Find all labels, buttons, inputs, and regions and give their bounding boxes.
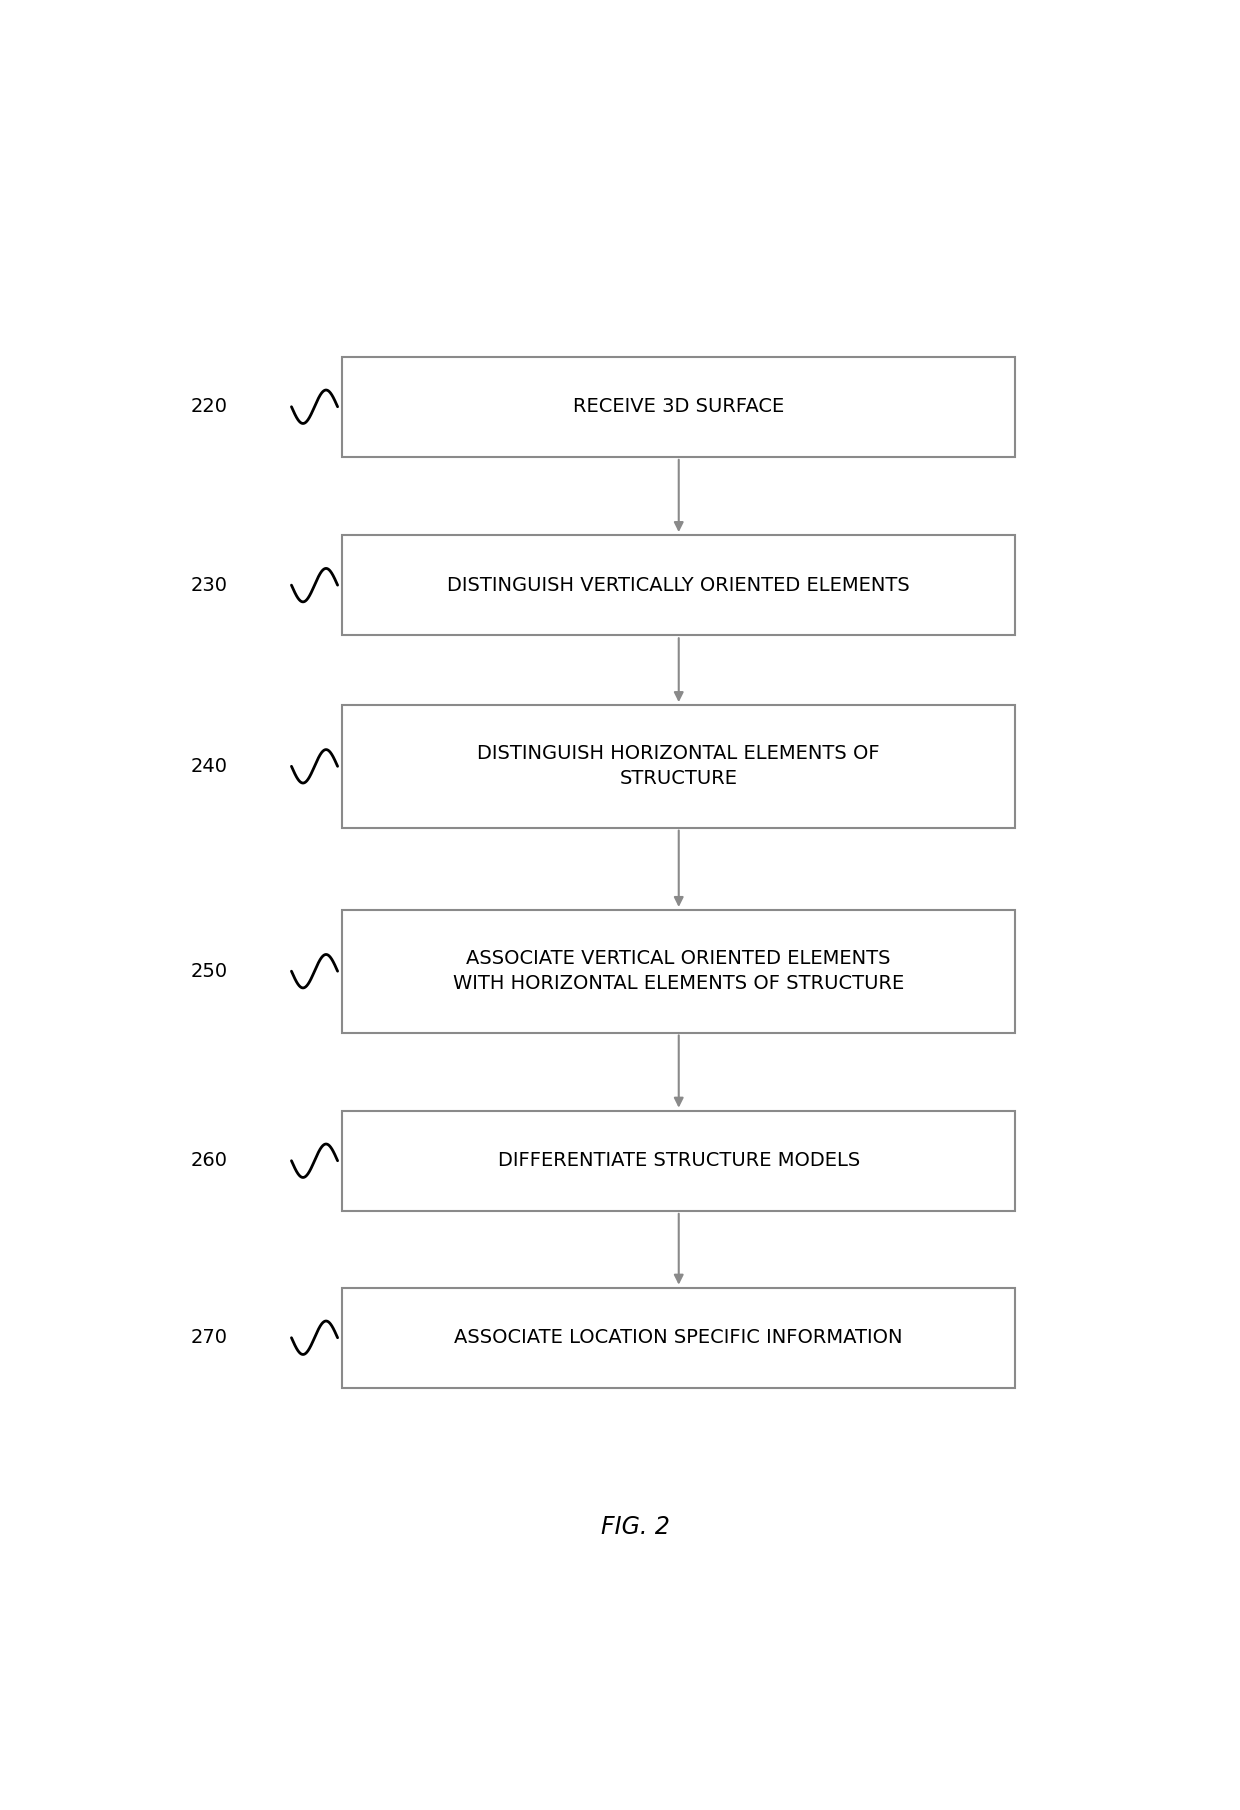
Bar (342, 536, 1016, 635)
Bar (342, 357, 1016, 456)
Text: FIG. 2: FIG. 2 (601, 1515, 670, 1538)
Text: 260: 260 (191, 1151, 228, 1171)
Text: 250: 250 (191, 961, 228, 981)
Text: 220: 220 (191, 396, 228, 416)
Bar (342, 910, 1016, 1032)
Bar (342, 1287, 1016, 1388)
Text: DISTINGUISH VERTICALLY ORIENTED ELEMENTS: DISTINGUISH VERTICALLY ORIENTED ELEMENTS (448, 576, 910, 595)
Bar (342, 704, 1016, 827)
Text: ASSOCIATE LOCATION SPECIFIC INFORMATION: ASSOCIATE LOCATION SPECIFIC INFORMATION (455, 1329, 903, 1347)
Bar (342, 1111, 1016, 1211)
Text: 240: 240 (191, 757, 228, 776)
Text: ASSOCIATE VERTICAL ORIENTED ELEMENTS
WITH HORIZONTAL ELEMENTS OF STRUCTURE: ASSOCIATE VERTICAL ORIENTED ELEMENTS WIT… (453, 948, 904, 994)
Text: RECEIVE 3D SURFACE: RECEIVE 3D SURFACE (573, 396, 785, 416)
Text: DIFFERENTIATE STRUCTURE MODELS: DIFFERENTIATE STRUCTURE MODELS (497, 1151, 859, 1171)
Text: 230: 230 (191, 576, 228, 595)
Text: 270: 270 (191, 1329, 228, 1347)
Text: DISTINGUISH HORIZONTAL ELEMENTS OF
STRUCTURE: DISTINGUISH HORIZONTAL ELEMENTS OF STRUC… (477, 744, 880, 789)
